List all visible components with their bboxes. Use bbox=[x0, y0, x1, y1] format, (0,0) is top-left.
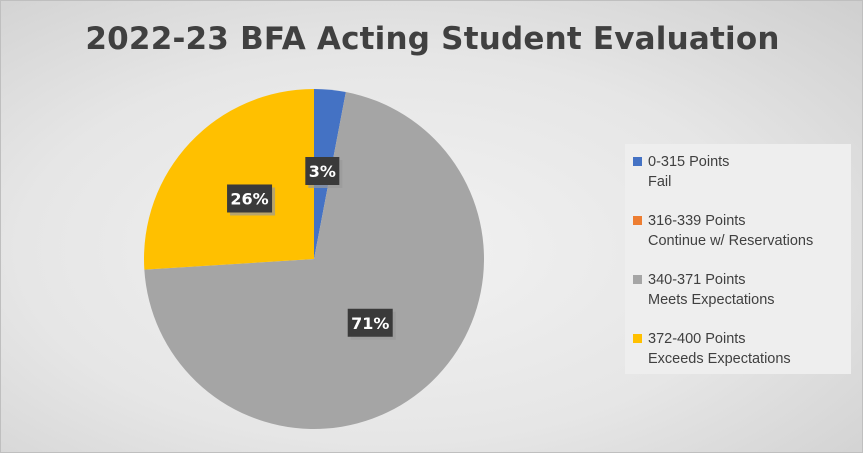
legend: 0-315 Points Fail 316-339 Points Continue w… bbox=[625, 144, 851, 374]
pie-slice-2 bbox=[144, 92, 484, 430]
legend-item-3: 372-400 Points Exceeds Expectations bbox=[633, 329, 851, 388]
legend-item-2: 340-371 Points Meets Expectations bbox=[633, 270, 851, 329]
pie-slice-3 bbox=[144, 89, 314, 270]
legend-item-1: 316-339 Points Continue w/ Reservations bbox=[633, 211, 851, 270]
data-label-text-0: 3% bbox=[309, 162, 336, 181]
legend-swatch-3 bbox=[633, 334, 642, 343]
legend-label-3: 372-400 Points Exceeds Expectations bbox=[648, 329, 791, 369]
data-label-text-2: 71% bbox=[351, 314, 389, 333]
legend-label-line-0-0: 0-315 Points bbox=[648, 154, 730, 170]
legend-label-line-2-0: 340-371 Points bbox=[648, 272, 746, 288]
legend-label-line-2-1: Meets Expectations bbox=[648, 292, 775, 308]
legend-item-0: 0-315 Points Fail bbox=[633, 152, 851, 211]
legend-label-line-0-1: Fail bbox=[648, 174, 672, 190]
legend-label-2: 340-371 Points Meets Expectations bbox=[648, 270, 775, 310]
data-label-0: 3% bbox=[305, 156, 343, 188]
legend-label-1: 316-339 Points Continue w/ Reservations bbox=[648, 211, 813, 251]
legend-label-line-1-1: Continue w/ Reservations bbox=[648, 233, 814, 249]
chart-title: 2022-23 BFA Acting Student Evaluation bbox=[85, 21, 780, 57]
legend-label-line-1-0: 316-339 Points bbox=[648, 213, 746, 229]
legend-swatch-2 bbox=[633, 275, 642, 284]
legend-label-line-3-1: Exceeds Expectations bbox=[648, 351, 791, 367]
legend-swatch-0 bbox=[633, 157, 642, 166]
data-label-text-3: 26% bbox=[230, 189, 268, 208]
legend-label-line-3-0: 372-400 Points bbox=[648, 331, 746, 347]
legend-swatch-1 bbox=[633, 216, 642, 225]
data-label-3: 26% bbox=[227, 184, 276, 216]
legend-label-0: 0-315 Points Fail bbox=[648, 152, 729, 192]
data-label-2: 71% bbox=[347, 308, 396, 340]
